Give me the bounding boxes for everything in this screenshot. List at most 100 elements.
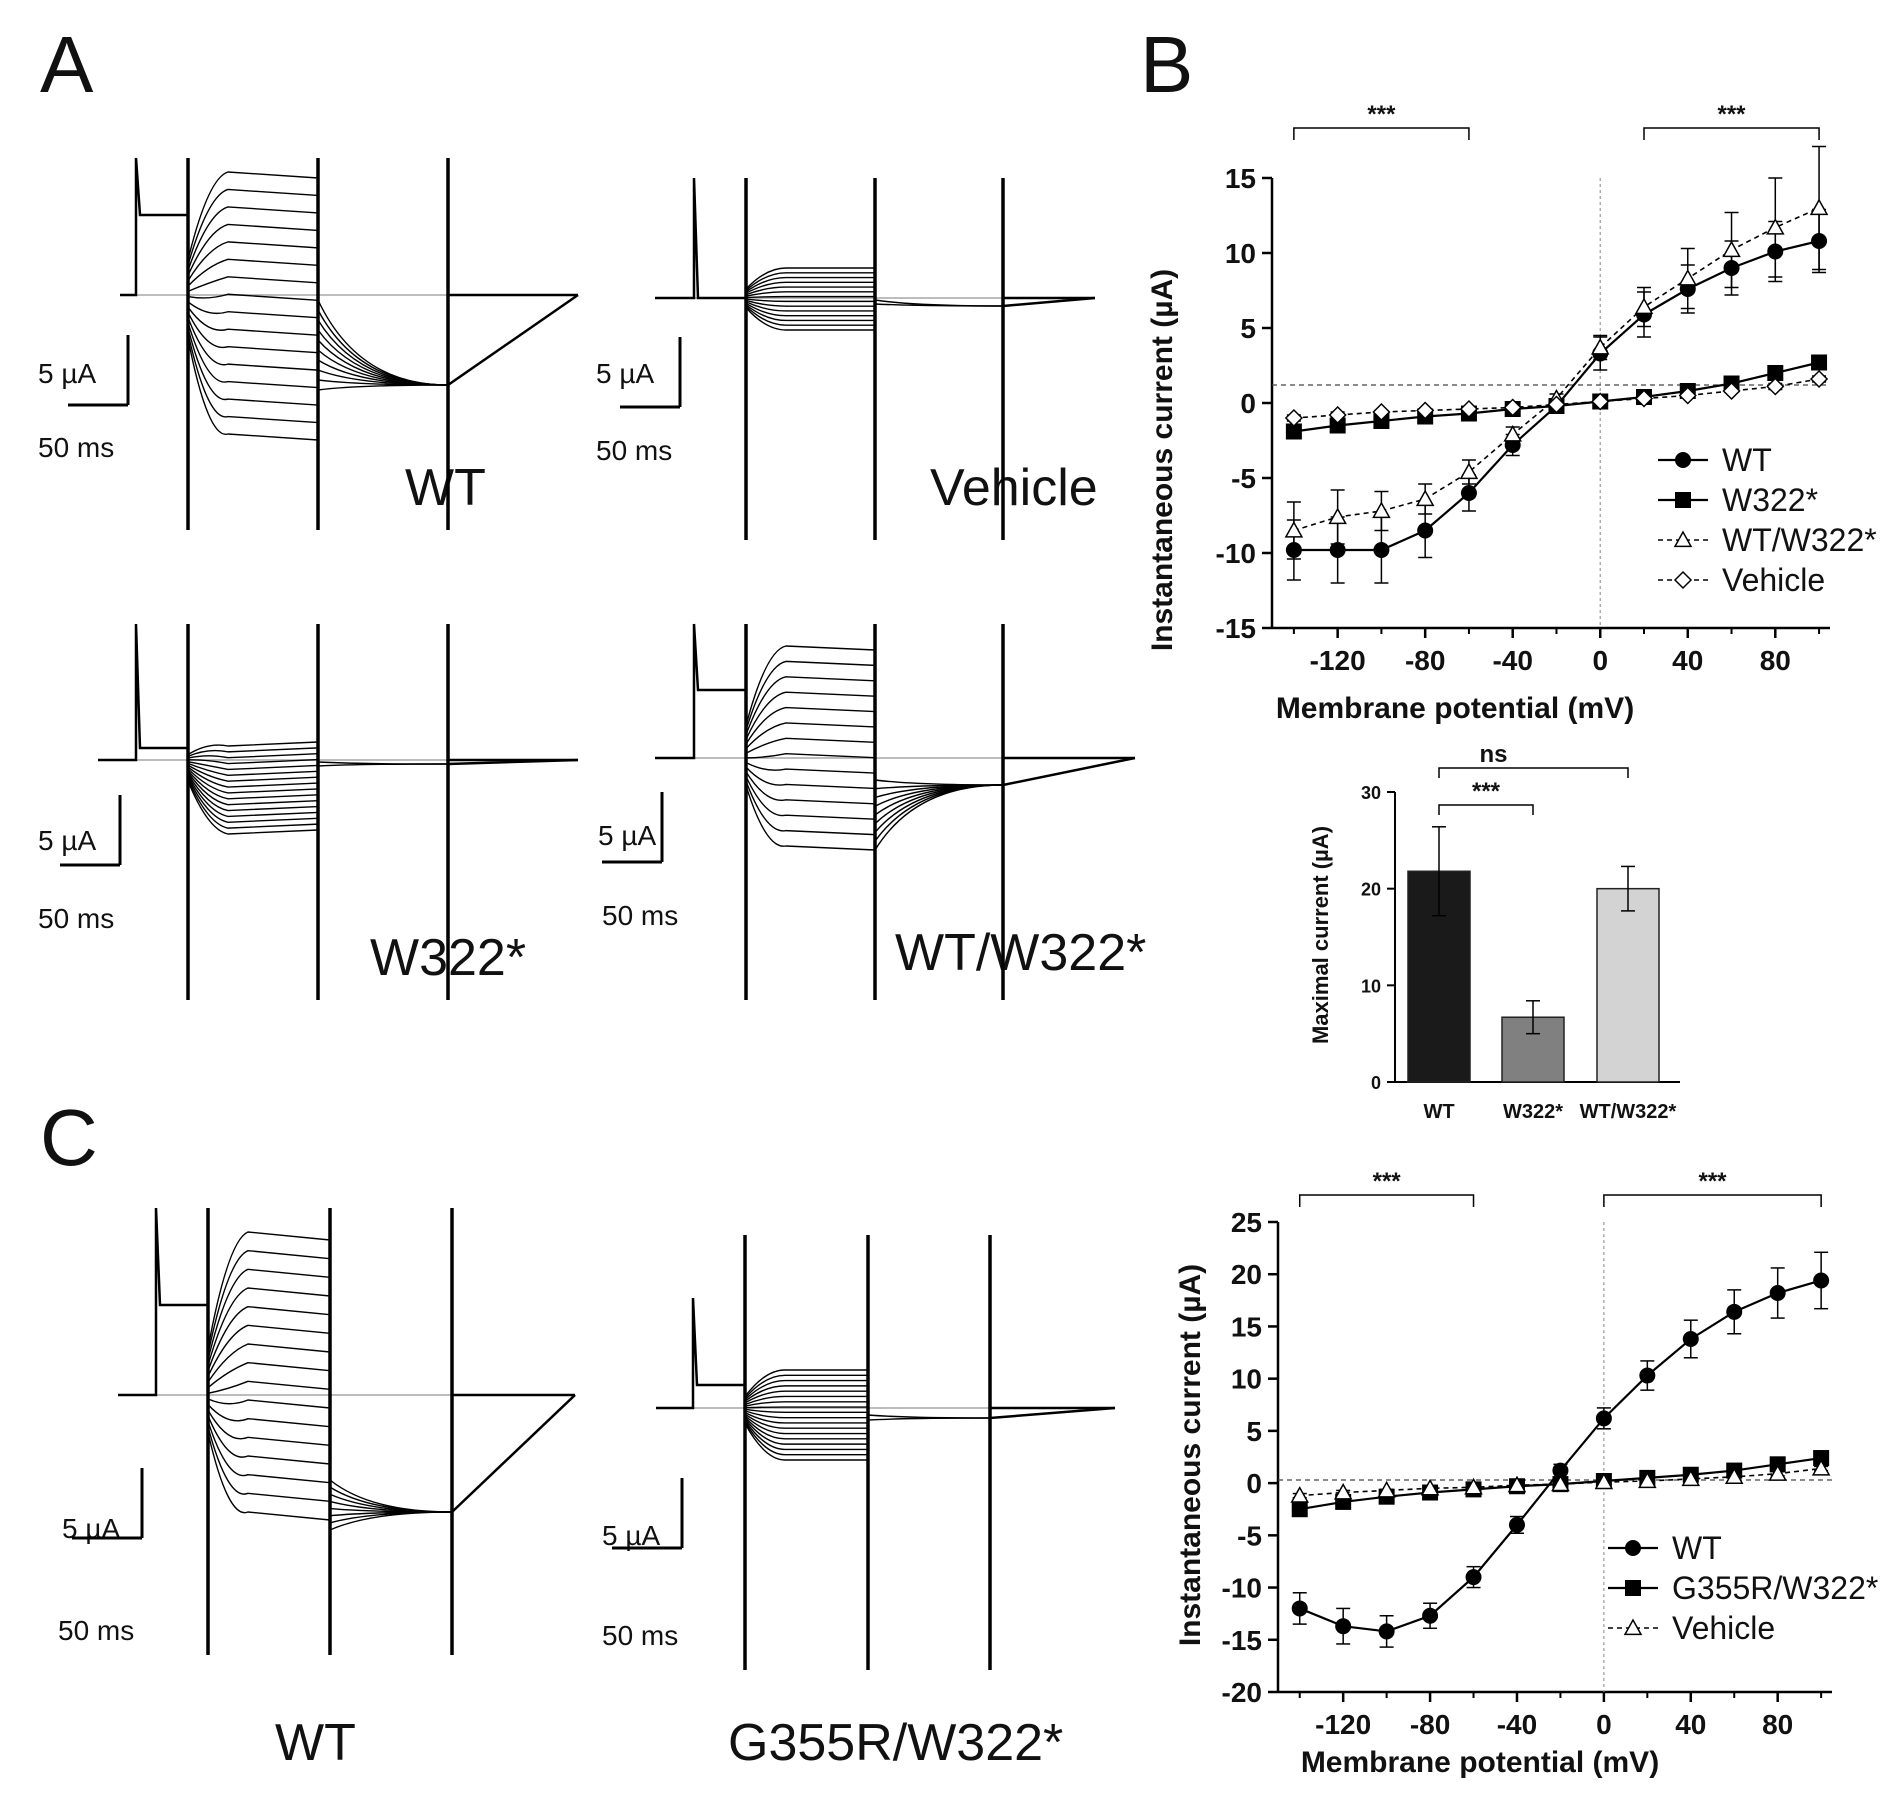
sweep-step bbox=[745, 785, 876, 851]
data-point bbox=[1508, 1516, 1525, 1533]
sweep-step bbox=[745, 307, 875, 331]
y-tick-label: -5 bbox=[1237, 1520, 1262, 1551]
data-point bbox=[1682, 1330, 1699, 1347]
data-point bbox=[1595, 1410, 1612, 1427]
legend-label: Vehicle bbox=[1722, 562, 1825, 598]
sweep-step bbox=[744, 1406, 868, 1409]
data-point bbox=[1809, 369, 1829, 389]
data-point bbox=[1811, 354, 1828, 371]
sweep-step bbox=[745, 660, 876, 731]
sweep-step bbox=[187, 301, 319, 319]
sweep-step bbox=[187, 322, 319, 389]
y-tick-label: -10 bbox=[1216, 538, 1256, 569]
sweep-step bbox=[187, 317, 319, 371]
x-tick-label: 80 bbox=[1760, 645, 1791, 676]
bar-significance-label: ns bbox=[1479, 741, 1507, 768]
significance-label: *** bbox=[1698, 1168, 1727, 1195]
sweep-step bbox=[207, 1305, 331, 1372]
sweep-step bbox=[745, 291, 875, 297]
trace-label-a-wt: WT bbox=[405, 459, 486, 517]
legend-marker bbox=[1673, 570, 1693, 590]
legend-label: W322* bbox=[1722, 482, 1818, 518]
sweep-tail bbox=[867, 1417, 991, 1421]
sweep-step bbox=[187, 293, 319, 301]
scale-current-c-g355r: 5 µA bbox=[602, 1520, 660, 1551]
bar-category-label: W322* bbox=[1503, 1101, 1563, 1123]
data-point bbox=[1634, 389, 1654, 408]
data-point bbox=[1291, 1501, 1308, 1518]
sweep-tail bbox=[317, 763, 449, 767]
sweep-step bbox=[745, 766, 876, 790]
x-tick-label: 40 bbox=[1675, 1709, 1706, 1740]
panel-letter-b: B bbox=[1140, 20, 1193, 109]
sweep-step bbox=[207, 1432, 331, 1521]
data-point bbox=[1769, 1285, 1786, 1302]
sweep-step bbox=[744, 1369, 868, 1398]
sweep-step bbox=[745, 301, 875, 312]
data-point bbox=[1590, 337, 1610, 355]
bar-y-tick-label: 20 bbox=[1361, 880, 1381, 900]
significance-label: *** bbox=[1718, 101, 1747, 128]
legend-marker bbox=[1673, 530, 1693, 548]
legend-marker bbox=[1675, 452, 1691, 468]
sweep-step bbox=[187, 171, 319, 261]
sweep-step bbox=[187, 764, 319, 782]
sweep-step bbox=[207, 1343, 331, 1383]
sweep-step bbox=[745, 706, 876, 745]
y-tick-label: 5 bbox=[1240, 313, 1256, 344]
trace-holding bbox=[98, 623, 188, 762]
sweep-step bbox=[207, 1426, 331, 1503]
data-point bbox=[1722, 381, 1741, 401]
x-tick-label: 40 bbox=[1672, 645, 1703, 676]
data-point bbox=[1422, 1607, 1439, 1624]
significance-bracket bbox=[1603, 1194, 1822, 1207]
sweep-tail bbox=[317, 384, 449, 391]
sweep-step bbox=[187, 276, 319, 292]
sweep-step bbox=[207, 1421, 331, 1484]
data-point bbox=[1678, 386, 1697, 405]
scale-time-a-vehicle: 50 ms bbox=[596, 435, 672, 466]
panel-letter-c: C bbox=[40, 1093, 98, 1182]
data-point bbox=[1724, 1467, 1744, 1484]
sweep-step bbox=[745, 298, 875, 303]
sweep-step bbox=[744, 1408, 868, 1414]
data-point bbox=[1638, 1471, 1657, 1489]
sweep-step bbox=[744, 1418, 868, 1445]
data-point bbox=[1507, 1475, 1527, 1493]
sweep-step bbox=[745, 722, 876, 750]
sweep-step bbox=[207, 1404, 331, 1428]
sweep-step bbox=[187, 241, 319, 282]
bar-chart-inset: Maximal current (µA) 0 10 20 30 WT W322* WT/W3… bbox=[1308, 741, 1680, 1123]
trace-holding bbox=[656, 1297, 745, 1410]
scale-time-a-w322: 50 ms bbox=[38, 903, 114, 934]
sweep-step bbox=[745, 272, 875, 291]
sweep-tail bbox=[317, 339, 449, 386]
bar-2 bbox=[1596, 887, 1660, 1083]
sweep-step bbox=[187, 773, 319, 812]
sweep-step bbox=[187, 778, 319, 829]
iv-chart-c: Instantaneous current (µA) Membrane pote… bbox=[1174, 1168, 1878, 1779]
trace-return bbox=[989, 1406, 1116, 1420]
sweep-step bbox=[187, 338, 319, 441]
data-point bbox=[1722, 240, 1741, 258]
data-point bbox=[1591, 392, 1610, 411]
data-point bbox=[1372, 402, 1391, 422]
sweep-step bbox=[744, 1416, 868, 1440]
sweep-tail bbox=[874, 784, 1004, 825]
data-point bbox=[1681, 1469, 1701, 1487]
data-point bbox=[1809, 198, 1829, 216]
legend-label: Vehicle bbox=[1672, 1610, 1775, 1646]
sweep-step bbox=[745, 676, 876, 736]
trace-panel-a-wt-w322: WT/W322* 5 µA 50 ms bbox=[598, 623, 1146, 1000]
data-point bbox=[1416, 401, 1435, 420]
data-point bbox=[1768, 1464, 1787, 1481]
data-point bbox=[1766, 377, 1785, 396]
data-point bbox=[1767, 365, 1784, 381]
data-point bbox=[1329, 542, 1346, 558]
sweep-tail bbox=[874, 779, 1004, 786]
sweep-tail bbox=[329, 1511, 453, 1531]
legend-marker bbox=[1625, 1580, 1641, 1596]
trace-return bbox=[1002, 756, 1136, 787]
sweep-step bbox=[187, 775, 319, 818]
bar-significance-label: *** bbox=[1472, 778, 1501, 805]
